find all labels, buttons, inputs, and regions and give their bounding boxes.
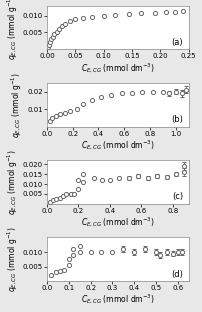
X-axis label: $C_{E,CG}$ (mmol dm$^{-3}$): $C_{E,CG}$ (mmol dm$^{-3}$) [81,138,155,152]
X-axis label: $C_{E,CG}$ (mmol dm$^{-3}$): $C_{E,CG}$ (mmol dm$^{-3}$) [81,61,155,75]
Text: (b): (b) [171,115,183,124]
Y-axis label: $q_{E,CG}$ (mmol g$^{-1}$): $q_{E,CG}$ (mmol g$^{-1}$) [6,227,20,292]
Y-axis label: $q_{E,CG}$ (mmol g$^{-1}$): $q_{E,CG}$ (mmol g$^{-1}$) [10,72,24,138]
Text: (a): (a) [171,38,183,47]
Text: (d): (d) [171,270,183,279]
X-axis label: $C_{E,CG}$ (mmol dm$^{-3}$): $C_{E,CG}$ (mmol dm$^{-3}$) [81,293,155,306]
X-axis label: $C_{E,CG}$ (mmol dm$^{-3}$): $C_{E,CG}$ (mmol dm$^{-3}$) [81,216,155,229]
Text: (c): (c) [172,192,183,201]
Y-axis label: $q_{E,CG}$ (mmol g$^{-1}$): $q_{E,CG}$ (mmol g$^{-1}$) [6,149,20,215]
Y-axis label: $q_{E,CG}$ (mmol g$^{-1}$): $q_{E,CG}$ (mmol g$^{-1}$) [6,0,20,61]
